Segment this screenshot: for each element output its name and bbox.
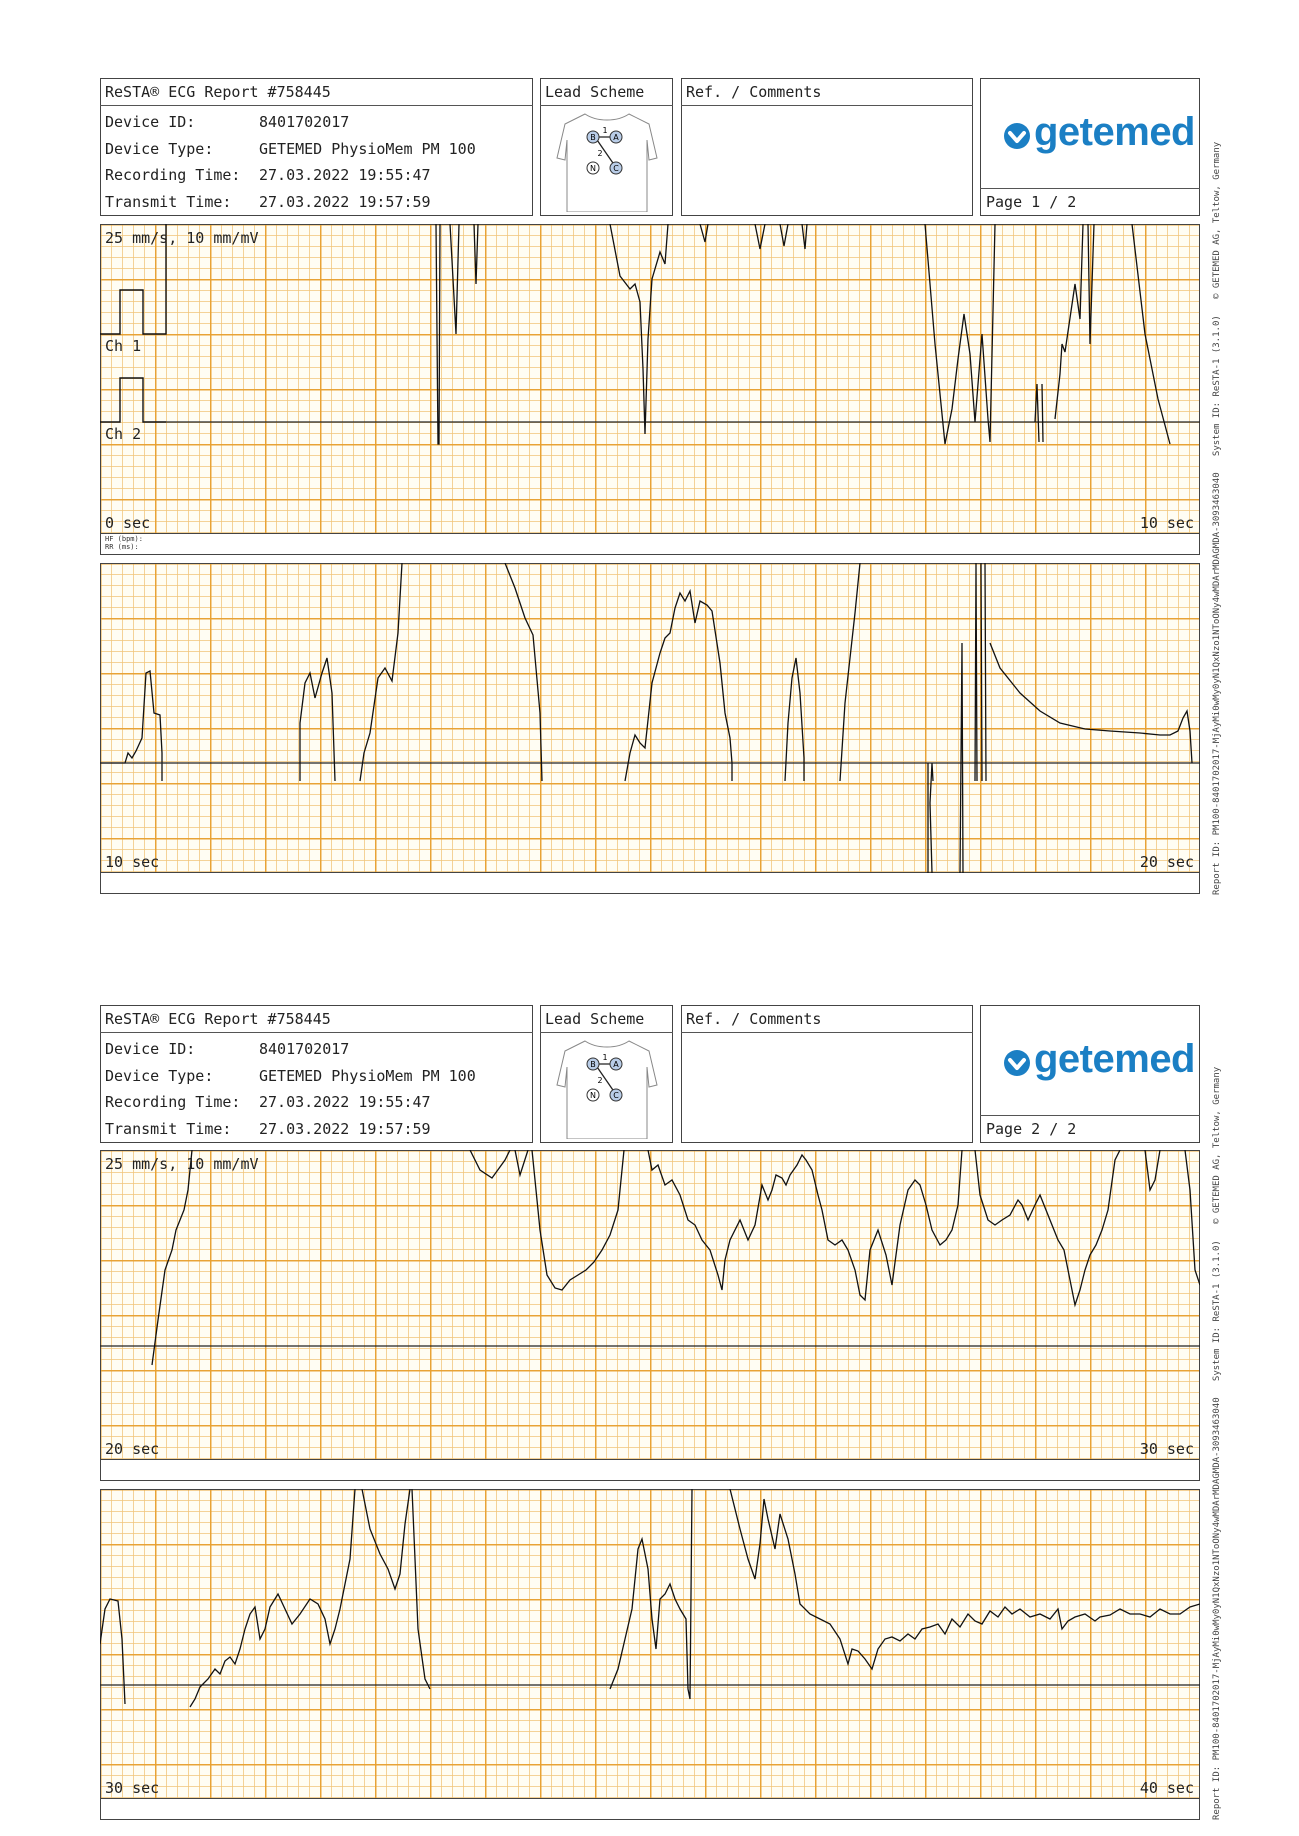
lead-scheme-diagram: B A N C 1 2	[556, 113, 658, 212]
report-side-text: Report ID: PM100-8401702017-MjAyMi0wMy0y…	[1212, 141, 1222, 895]
strip-start-label: 0 sec	[105, 514, 150, 532]
ecg-trace-strip-1: 25 mm/s, 10 mm/mV Ch 1 Ch 2 0 sec 10 sec	[100, 224, 1200, 532]
device-id-value: 8401702017	[259, 1040, 350, 1058]
report-title: ReSTA® ECG Report #758445	[105, 83, 331, 101]
logo-heart-icon	[1004, 123, 1030, 149]
lead-scheme-label: Lead Scheme	[545, 83, 645, 101]
logo-heart-icon	[1004, 1050, 1030, 1076]
ecg-strip-3	[100, 1150, 1200, 1460]
lead-point-a: A	[613, 1060, 619, 1069]
transmit-time-value: 27.03.2022 19:57:59	[259, 1120, 431, 1138]
strip-start-label: 30 sec	[105, 1779, 159, 1797]
strip-end-label: 30 sec	[1140, 1440, 1194, 1458]
recording-time-label: Recording Time:	[105, 166, 241, 184]
lead-scheme-diagram: B A N C 1 2	[556, 1040, 658, 1139]
scale-label: 25 mm/s, 10 mm/mV	[105, 229, 259, 247]
lead-point-c: C	[613, 1091, 619, 1100]
header-info-box	[100, 78, 533, 216]
device-type-label: Device Type:	[105, 140, 214, 158]
hr-info-bar	[100, 533, 1200, 555]
report-side-text: Report ID: PM100-8401702017-MjAyMi0wMy0y…	[1212, 1066, 1222, 1820]
device-type-value: GETEMED PhysioMem PM 100	[259, 1067, 476, 1085]
lead-point-b: B	[590, 133, 596, 142]
recording-time-value: 27.03.2022 19:55:47	[259, 1093, 431, 1111]
hr-label-rr: RR (ms):	[105, 543, 139, 551]
channel-label-1: Ch 1	[105, 337, 141, 355]
getemed-logo: getemed	[1034, 1037, 1196, 1081]
ecg-trace-strip-2: 10 sec 20 sec	[100, 563, 1200, 873]
comments-label: Ref. / Comments	[686, 83, 822, 101]
device-id-label: Device ID:	[105, 1040, 196, 1058]
comments-box	[681, 1005, 973, 1143]
strip-end-label: 40 sec	[1140, 1779, 1194, 1797]
lead-scheme-label: Lead Scheme	[545, 1010, 645, 1028]
ecg-strip-1	[100, 224, 1200, 534]
lead-point-c: C	[613, 164, 619, 173]
lead-number-2: 2	[597, 149, 602, 158]
lead-number-2: 2	[597, 1076, 602, 1085]
device-id-label: Device ID:	[105, 113, 196, 131]
hr-labels: HF (bpm): RR (ms):	[105, 535, 143, 551]
report-title: ReSTA® ECG Report #758445	[105, 1010, 331, 1028]
device-id-value: 8401702017	[259, 113, 350, 131]
ecg-trace-strip-3: 25 mm/s, 10 mm/mV 20 sec 30 sec	[100, 1150, 1200, 1458]
hr-info-bar-2	[100, 872, 1200, 894]
strip-start-label: 10 sec	[105, 853, 159, 871]
lead-number-1: 1	[602, 1053, 607, 1062]
device-type-label: Device Type:	[105, 1067, 214, 1085]
channel-label-2: Ch 2	[105, 425, 141, 443]
transmit-time-label: Transmit Time:	[105, 1120, 232, 1138]
page-label: Page 2 / 2	[986, 1120, 1077, 1138]
recording-time-label: Recording Time:	[105, 1093, 241, 1111]
comments-label: Ref. / Comments	[686, 1010, 822, 1028]
ecg-strip-2	[100, 563, 1200, 873]
transmit-time-value: 27.03.2022 19:57:59	[259, 193, 431, 211]
comments-box	[681, 78, 973, 216]
strip-end-label: 20 sec	[1140, 853, 1194, 871]
lead-point-b: B	[590, 1060, 596, 1069]
device-type-value: GETEMED PhysioMem PM 100	[259, 140, 476, 158]
lead-point-n: N	[590, 1091, 596, 1100]
header-info-box	[100, 1005, 533, 1143]
lead-point-a: A	[613, 133, 619, 142]
getemed-logo: getemed	[1034, 110, 1196, 154]
ecg-trace-strip-4: 30 sec 40 sec	[100, 1489, 1200, 1797]
strip-start-label: 20 sec	[105, 1440, 159, 1458]
lead-point-n: N	[590, 164, 596, 173]
page-label: Page 1 / 2	[986, 193, 1077, 211]
hr-info-bar-4	[100, 1798, 1200, 1820]
ecg-strip-4	[100, 1489, 1200, 1799]
scale-label: 25 mm/s, 10 mm/mV	[105, 1155, 259, 1173]
strip-end-label: 10 sec	[1140, 514, 1194, 532]
hr-info-bar-3	[100, 1459, 1200, 1481]
hr-label-hf: HF (bpm):	[105, 535, 143, 543]
transmit-time-label: Transmit Time:	[105, 193, 232, 211]
lead-number-1: 1	[602, 126, 607, 135]
recording-time-value: 27.03.2022 19:55:47	[259, 166, 431, 184]
